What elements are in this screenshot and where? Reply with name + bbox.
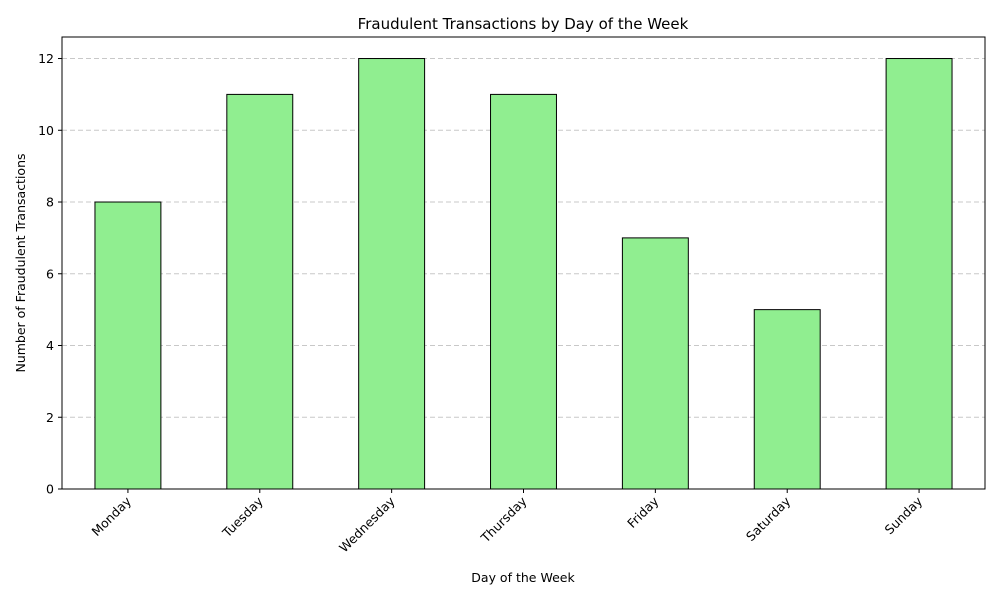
y-tick-label: 0 <box>46 482 54 497</box>
chart-title: Fraudulent Transactions by Day of the We… <box>358 15 689 33</box>
bar-thursday <box>490 93 557 490</box>
bar-wednesday <box>358 58 426 490</box>
x-tick-label-tuesday: Tuesday <box>219 493 267 541</box>
bar-saturday <box>753 309 821 490</box>
x-axis: Monday Tuesday Wednesday Thursday Friday Satu… <box>89 489 926 555</box>
x-tick-label-wednesday: Wednesday <box>336 493 398 555</box>
bar-tuesday <box>226 93 294 490</box>
y-axis: 0 2 4 6 8 10 12 <box>38 51 62 497</box>
bar-monday <box>94 201 162 490</box>
x-tick-label-sunday: Sunday <box>882 493 926 537</box>
x-tick-label-friday: Friday <box>624 493 662 531</box>
y-tick-label: 8 <box>46 195 54 210</box>
y-tick-label: 4 <box>46 338 54 353</box>
x-tick-label-saturday: Saturday <box>743 493 794 544</box>
x-tick-label-thursday: Thursday <box>477 493 530 546</box>
y-axis-label: Number of Fraudulent Transactions <box>13 153 28 372</box>
x-tick-label-monday: Monday <box>89 493 135 539</box>
bars <box>94 58 953 490</box>
grid-lines <box>62 58 985 418</box>
bar-friday <box>621 237 689 490</box>
y-tick-label: 6 <box>46 266 54 281</box>
y-tick-label: 10 <box>38 123 54 138</box>
y-tick-label: 2 <box>46 410 54 425</box>
bar-sunday <box>885 58 953 490</box>
x-axis-label: Day of the Week <box>471 570 575 585</box>
y-tick-label: 12 <box>38 51 54 66</box>
